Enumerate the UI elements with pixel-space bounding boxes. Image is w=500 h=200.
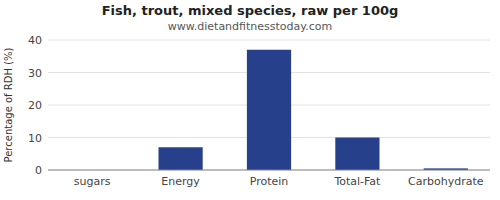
bar [335,138,379,171]
title: Fish, trout, mixed species, raw per 100g [102,3,399,18]
x-tick-label: Carbohydrate [408,175,484,188]
y-tick-label: 20 [28,99,42,112]
grid-line [48,40,490,41]
chart-svg: Fish, trout, mixed species, raw per 100g… [0,0,500,200]
bar [247,50,291,170]
grid-line [48,170,490,171]
subtitle: www.dietandfitnesstoday.com [168,20,332,33]
y-tick-label: 10 [28,132,42,145]
x-tick-label: sugars [74,175,111,188]
y-tick-label: 30 [28,67,42,80]
x-tick-labels: sugars Energy Protein Total-Fat Carbohydrate [74,175,484,188]
y-tick-label: 0 [35,164,42,177]
y-axis-label: Percentage of RDH (%) [3,47,14,162]
bar [159,147,203,170]
x-tick-label: Energy [161,175,200,188]
page: {"chart_data": {"type": "bar", "title": … [0,0,500,200]
x-axis-line [48,170,490,171]
chart-container: Fish, trout, mixed species, raw per 100g… [0,0,500,200]
y-tick-label: 40 [28,34,42,47]
y-grid: 0 10 20 30 40 [28,34,490,177]
x-tick-label: Total-Fat [333,175,381,188]
x-tick-label: Protein [250,175,289,188]
bars [159,50,468,170]
